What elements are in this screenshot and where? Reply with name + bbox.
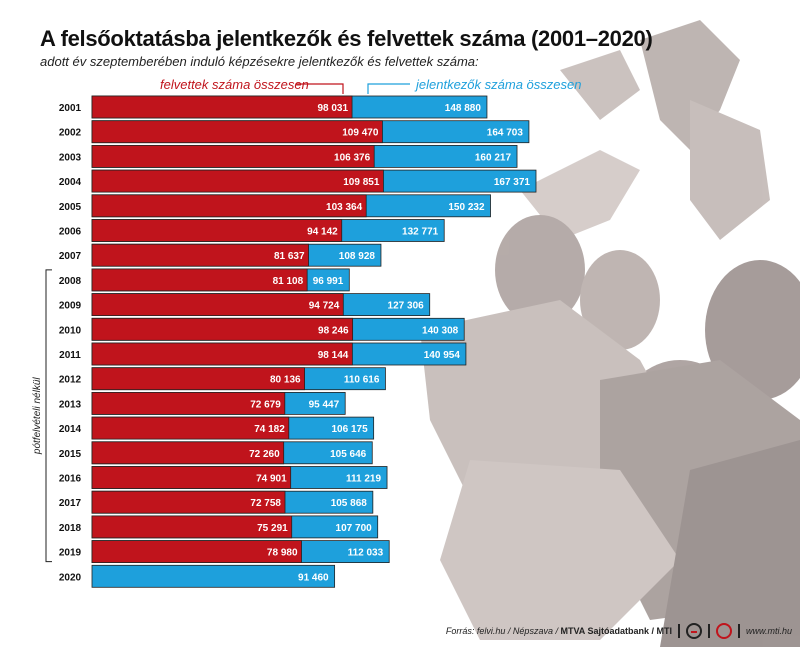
bar-admitted [91,169,384,193]
bar-admitted [91,194,367,218]
bar-applicants-value-label: 150 232 [448,202,485,213]
bar-admitted-value-label: 109 470 [342,128,379,139]
separator [677,624,680,638]
year-label: 2017 [59,498,82,509]
year-label: 2012 [59,375,82,386]
bar-admitted-value-label: 109 851 [343,177,380,188]
bar-admitted-value-label: 80 136 [270,375,301,386]
bar-admitted [91,466,292,489]
bracket-line [45,269,52,563]
chart-subtitle: adott év szeptemberében induló képzésekr… [40,54,479,69]
bar-applicants-value-label: 96 991 [313,276,344,287]
bar-applicants-value-label: 95 447 [309,399,340,410]
legend-applicants-connector [367,83,410,94]
bar-applicants-value-label: 167 371 [494,177,531,188]
bar-admitted-value-label: 98 031 [317,103,348,114]
year-label: 2015 [59,449,82,460]
year-label: 2006 [59,227,82,238]
bar-applicants-value-label: 110 616 [344,375,380,386]
bar-applicants-value-label: 164 703 [487,128,524,139]
bar-admitted-value-label: 72 758 [250,498,281,509]
bar-admitted [91,144,375,168]
bar-admitted [91,293,344,317]
bar-applicants-value-label: 148 880 [445,103,482,114]
bar-applicants-value-label: 112 033 [348,548,384,559]
bar-admitted [91,416,290,440]
year-label: 2004 [59,177,82,188]
bar-admitted-value-label: 74 182 [254,424,285,435]
separator [737,624,740,638]
bar-applicants-value-label: 105 868 [331,498,368,509]
year-label: 2003 [59,152,82,163]
year-label: 2009 [59,301,82,312]
bar-admitted [91,342,353,366]
year-label: 2010 [59,325,82,336]
bar-applicants-value-label: 132 771 [402,227,439,238]
bar-admitted-value-label: 98 246 [318,325,349,336]
mti-logo-icon [685,623,702,639]
bar-admitted-value-label: 72 679 [250,399,281,410]
separator [707,624,710,638]
bar-applicants-value-label: 140 308 [422,325,459,336]
source-bold: MTVA Sajtóadatbank / MTI [560,626,672,636]
bar-applicants-value-label: 140 954 [424,350,461,361]
year-label: 2016 [59,474,82,485]
website-link[interactable]: www.mti.hu [745,626,792,636]
legend-applicants: jelentkezők száma összesen [416,77,582,92]
bar-admitted-value-label: 81 637 [274,251,305,262]
bar-admitted [91,540,302,563]
bar-admitted [91,95,353,119]
bracket-label: pótfelvételi nélkül [32,377,43,455]
bar-admitted [91,243,309,267]
mtva-logo-icon [715,623,732,639]
source-footer: Forrás: felvi.hu / Népszava / MTVA Sajtó… [446,623,792,639]
chart-title: A felsőoktatásba jelentkezők és felvette… [40,26,653,51]
bar-applicants-value-label: 91 460 [298,572,329,583]
bar-applicants-value-label: 108 928 [339,251,376,262]
bar-admitted [91,515,293,539]
bar-applicants-value-label: 106 175 [332,424,369,435]
bar-admitted-value-label: 74 901 [256,474,287,485]
bar-applicants-value-label: 127 306 [388,301,425,312]
bar-admitted-value-label: 78 980 [267,548,298,559]
bar-admitted [91,120,383,144]
bar-admitted [91,391,286,415]
year-label: 2018 [59,523,82,534]
bar-admitted-value-label: 72 260 [249,449,280,460]
bar-admitted-value-label: 81 108 [273,276,304,287]
year-label: 2011 [59,350,81,361]
bar-admitted [91,490,286,514]
bar-admitted [91,219,343,242]
year-label: 2019 [59,548,82,559]
bar-admitted-value-label: 94 142 [307,227,338,238]
bar-applicants-value-label: 111 219 [346,474,381,485]
bar-admitted [91,367,305,391]
year-label: 2013 [59,399,82,410]
bar-applicants-value-label: 107 700 [336,523,373,534]
legend-admitted-connector [296,83,344,94]
year-label: 2001 [59,103,82,114]
year-label: 2002 [59,128,82,139]
bar-admitted-value-label: 103 364 [326,202,363,213]
bar-applicants-value-label: 105 646 [330,449,367,460]
source-text: Forrás: felvi.hu / Népszava / [445,626,558,636]
bar-admitted [91,268,308,292]
bar-applicants-value-label: 160 217 [475,152,512,163]
year-label: 2014 [59,424,82,435]
legend-admitted: felvettek száma összesen [160,77,309,92]
bar-admitted [91,441,285,465]
bar-admitted [91,317,354,341]
year-label: 2020 [59,572,82,583]
year-label: 2007 [59,251,82,262]
bar-applicants [91,564,336,588]
bar-admitted-value-label: 94 724 [309,301,340,312]
bar-admitted-value-label: 106 376 [334,152,371,163]
year-label: 2008 [59,276,82,287]
bar-admitted-value-label: 75 291 [257,523,288,534]
bar-admitted-value-label: 98 144 [318,350,349,361]
year-label: 2005 [59,202,82,213]
